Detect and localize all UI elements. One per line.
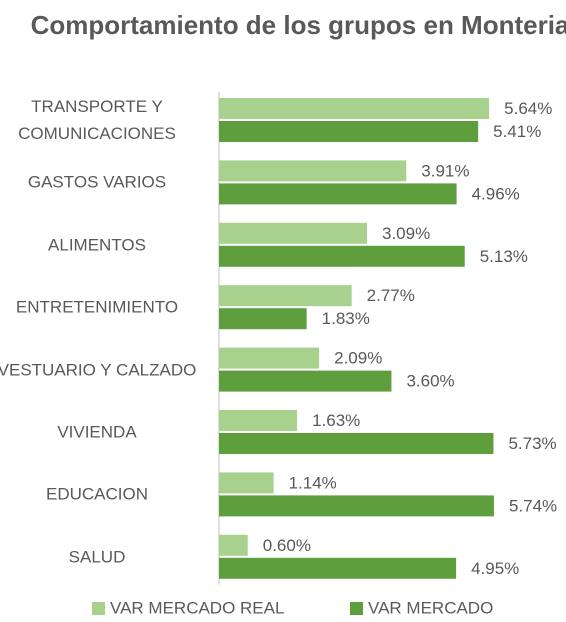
y-tick-label: GASTOS VARIOS — [27, 172, 167, 192]
data-label: 1.63% — [312, 411, 360, 430]
data-label: 3.91% — [421, 161, 469, 180]
data-label: 1.14% — [289, 473, 337, 492]
data-label: 2.77% — [367, 286, 415, 305]
data-label: 5.64% — [504, 99, 552, 118]
bar — [219, 410, 298, 431]
y-tick-label: EDUCACION — [45, 484, 148, 504]
data-label: 4.96% — [472, 184, 520, 203]
bar — [219, 285, 352, 307]
bar — [219, 534, 248, 556]
data-label: 3.60% — [406, 372, 454, 391]
bar — [219, 370, 392, 392]
y-tick-label: VESTUARIO Y CALZADO — [0, 360, 197, 380]
data-label: 5.13% — [480, 247, 528, 266]
y-tick-label: ENTRETENIMIENTO — [15, 297, 179, 317]
bar — [219, 98, 490, 119]
bar — [219, 308, 307, 330]
legend-swatch — [92, 602, 105, 615]
data-label: 5.73% — [508, 434, 556, 453]
bar — [219, 222, 368, 244]
chart-title: Comportamiento de los grupos en Monteria — [30, 10, 566, 40]
bar — [219, 495, 494, 517]
data-label: 5.41% — [493, 122, 541, 141]
y-tick-label: ALIMENTOS — [48, 235, 146, 255]
bar — [219, 557, 457, 579]
bar — [219, 121, 479, 142]
bar — [219, 472, 274, 494]
data-label: 3.09% — [382, 224, 430, 243]
data-label: 5.74% — [509, 496, 557, 515]
y-tick-label: VIVIENDA — [57, 422, 137, 442]
legend-label: VAR MERCADO REAL — [110, 598, 284, 617]
bar — [219, 245, 465, 267]
legend-label: VAR MERCADO — [368, 598, 493, 617]
data-label: 1.83% — [322, 309, 370, 328]
data-label: 0.60% — [263, 536, 311, 555]
bar — [219, 347, 320, 369]
bar — [219, 433, 494, 454]
data-label: 2.09% — [334, 349, 382, 368]
bar — [219, 183, 457, 205]
y-tick-label: SALUD — [68, 547, 126, 567]
bar — [219, 160, 407, 182]
data-label: 4.95% — [471, 559, 519, 578]
y-tick-label: TRANSPORTE Y COMUNICACIONES — [18, 97, 176, 143]
legend-swatch — [350, 602, 363, 615]
